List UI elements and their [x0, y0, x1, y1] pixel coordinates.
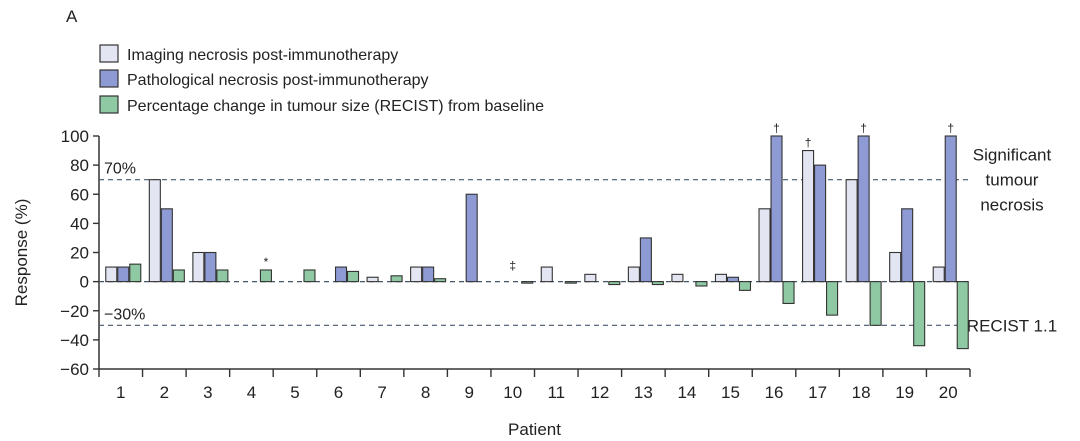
- legend-swatch: [99, 69, 119, 88]
- y-tick-label: 20: [70, 244, 89, 263]
- x-tick-label: 18: [852, 383, 871, 402]
- bar: [913, 281, 926, 347]
- panel-label: A: [66, 7, 78, 26]
- annotation-symbol: *: [264, 255, 269, 269]
- bar: [714, 273, 728, 283]
- bar: [845, 179, 858, 283]
- bar: [869, 281, 882, 326]
- x-tick-label: 15: [721, 383, 740, 402]
- y-tick-label: 80: [70, 156, 89, 175]
- x-tick-label: 16: [765, 383, 784, 402]
- x-tick-label: 9: [464, 383, 473, 402]
- y-tick-label: 60: [70, 185, 89, 204]
- reference-line-right-label: tumour: [986, 171, 1039, 190]
- x-tick-label: 14: [677, 383, 696, 402]
- legend-swatch: [99, 95, 119, 114]
- bar: [726, 276, 740, 283]
- bar: [410, 266, 423, 283]
- bar: [695, 281, 708, 287]
- bar: [105, 266, 118, 283]
- bar: [465, 193, 478, 283]
- bar: [390, 275, 403, 283]
- y-tick-label: 100: [61, 127, 89, 146]
- legend-swatch: [99, 44, 119, 63]
- bar: [956, 281, 969, 350]
- bar: [944, 135, 957, 283]
- annotation-symbol: †: [773, 121, 780, 135]
- legend-label: Pathological necrosis post-immunotherapy: [127, 72, 428, 89]
- annotation-symbol: †: [805, 136, 812, 150]
- bar: [259, 269, 272, 283]
- x-tick-label: 8: [421, 383, 430, 402]
- bar: [434, 278, 447, 283]
- annotation-symbol: †: [860, 121, 867, 135]
- reference-line-label: 70%: [104, 161, 136, 178]
- bar: [901, 208, 914, 283]
- bar: [192, 251, 205, 283]
- bar: [671, 273, 684, 283]
- x-tick-label: 11: [547, 383, 565, 402]
- bar: [782, 281, 795, 305]
- y-tick-label: −60: [60, 360, 89, 379]
- bar: [366, 276, 379, 283]
- legend-label: Percentage change in tumour size (RECIST…: [127, 98, 544, 115]
- x-tick-label: 5: [290, 383, 299, 402]
- bar: [814, 164, 827, 283]
- x-tick-label: 1: [116, 383, 125, 402]
- bar: [129, 263, 142, 283]
- bar: [422, 266, 435, 283]
- reference-line-label: −30%: [104, 306, 145, 323]
- bar: [521, 281, 534, 284]
- legend-label: Imaging necrosis post-immunotherapy: [127, 47, 398, 64]
- annotation-symbol: ‡: [509, 259, 516, 273]
- x-tick-label: 10: [503, 383, 522, 402]
- bar: [160, 208, 173, 283]
- bar: [117, 266, 130, 283]
- bar: [738, 281, 752, 291]
- x-tick-label: 20: [939, 383, 958, 402]
- reference-line-right-label: RECIST 1.1: [967, 316, 1057, 335]
- x-tick-label: 13: [634, 383, 653, 402]
- bar: [346, 270, 360, 283]
- bar: [758, 208, 771, 283]
- bar: [303, 269, 316, 283]
- bar: [216, 269, 229, 283]
- bar: [627, 266, 640, 283]
- bar: [564, 281, 577, 284]
- bar: [639, 237, 652, 283]
- bar: [651, 281, 664, 286]
- bar: [770, 135, 783, 283]
- y-tick-label: 40: [70, 214, 89, 233]
- x-tick-label: 7: [377, 383, 386, 402]
- x-tick-label: 19: [895, 383, 914, 402]
- reference-line-right-label: necrosis: [980, 196, 1043, 215]
- bar: [204, 251, 217, 283]
- bar: [172, 269, 185, 283]
- y-tick-label: −20: [60, 302, 89, 321]
- bar: [857, 135, 870, 283]
- bar: [889, 251, 902, 283]
- bar: [334, 266, 348, 283]
- y-axis-title: Response (%): [12, 199, 31, 307]
- x-tick-label: 17: [808, 383, 827, 402]
- x-tick-label: 4: [247, 383, 256, 402]
- x-tick-label: 3: [203, 383, 212, 402]
- x-tick-label: 12: [590, 383, 609, 402]
- bar: [584, 273, 597, 283]
- bar: [540, 266, 553, 283]
- bar: [148, 179, 161, 283]
- x-tick-label: 6: [334, 383, 343, 402]
- bar: [608, 281, 621, 286]
- x-axis-title: Patient: [508, 420, 561, 439]
- bar: [826, 281, 839, 316]
- reference-line-right-label: Significant: [973, 146, 1052, 165]
- y-tick-label: −40: [60, 331, 89, 350]
- bar: [802, 150, 815, 283]
- bar: [932, 266, 945, 283]
- annotation-symbol: †: [947, 121, 954, 135]
- x-tick-label: 2: [160, 383, 169, 402]
- y-tick-label: 0: [80, 273, 89, 292]
